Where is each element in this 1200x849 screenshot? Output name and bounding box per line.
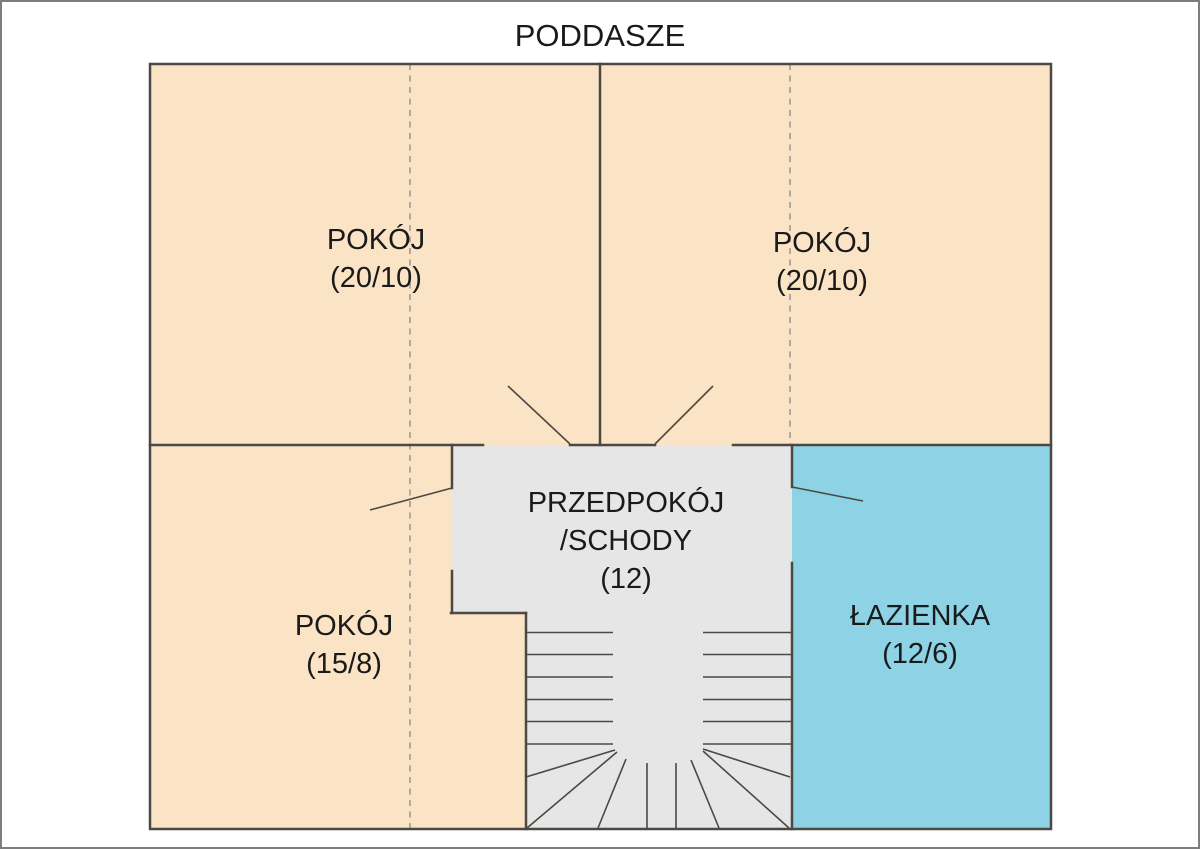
winder-tread — [597, 758, 627, 829]
door-leaf-top-right-room — [654, 385, 714, 445]
doors — [369, 385, 864, 511]
bathroom-area — [792, 445, 1051, 829]
room-area: (12) — [600, 563, 652, 595]
label-room-bottom-left: POKÓJ (15/8) — [295, 609, 393, 680]
door-leaf-bottom-left-room — [369, 487, 453, 511]
room-area: (20/10) — [330, 262, 422, 294]
hallway-stairs-area — [452, 445, 792, 829]
room-area: (15/8) — [306, 648, 382, 680]
door-leaf-top-left-room — [507, 385, 571, 445]
dashed-kneewall-lines — [409, 64, 791, 829]
room-name: POKÓJ — [327, 223, 425, 256]
staircase — [525, 631, 791, 829]
room-name: POKÓJ — [295, 609, 393, 642]
room-area: (12/6) — [882, 638, 958, 670]
winder-tread — [690, 759, 720, 829]
label-room-top-left: POKÓJ (20/10) — [327, 223, 425, 294]
room-name2: /SCHODY — [560, 525, 692, 557]
walls — [148, 62, 1053, 831]
room-name: PRZEDPOKÓJ — [528, 486, 725, 519]
winder-tread — [526, 751, 618, 829]
label-room-top-right: POKÓJ (20/10) — [773, 226, 871, 297]
winder-tread — [525, 749, 616, 778]
winder-tread — [702, 748, 791, 778]
room-name: ŁAZIENKA — [850, 600, 991, 632]
room-labels: POKÓJ (20/10) POKÓJ (20/10) PRZEDPOKÓJ /… — [295, 223, 991, 680]
room-name: POKÓJ — [773, 226, 871, 259]
door-leaf-bathroom — [791, 486, 864, 502]
room-area: (20/10) — [776, 265, 868, 297]
plan-title: PODDASZE — [515, 18, 686, 53]
winder-tread — [702, 750, 790, 829]
label-bathroom: ŁAZIENKA (12/6) — [850, 600, 991, 670]
label-hallway: PRZEDPOKÓJ /SCHODY (12) — [528, 486, 725, 595]
